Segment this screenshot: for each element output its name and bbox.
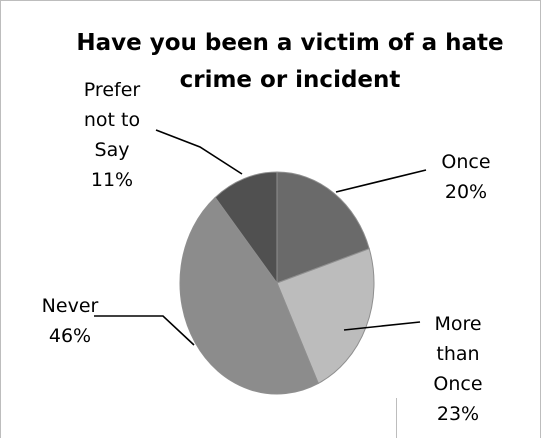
label-percent: 20% — [445, 181, 487, 203]
chart-title-line-2: crime or incident — [180, 67, 401, 93]
leader-line — [335, 169, 427, 193]
label-text-line: Never — [42, 295, 99, 317]
frame-divider — [396, 398, 397, 438]
chart-title-line-1: Have you been a victim of a hate — [76, 30, 503, 56]
label-text-line: Once — [433, 373, 482, 395]
label-percent: 11% — [91, 169, 133, 191]
data-labels: Once 20% More than Once 23% Never 46% Prefer not … — [42, 79, 491, 425]
label-text-line: Say — [95, 139, 130, 161]
slice-never — [179, 196, 319, 395]
leader-line — [94, 315, 195, 346]
label-percent: 46% — [49, 325, 91, 347]
leader-line — [155, 129, 243, 175]
label-text-line: not to — [84, 109, 140, 131]
label-text-line: More — [434, 313, 481, 335]
label-text-line: Once — [441, 151, 490, 173]
label-percent: 23% — [437, 403, 479, 425]
label-once: Once 20% — [441, 151, 490, 203]
slice-prefer-not-to-say — [214, 171, 278, 285]
label-prefer-not-to-say: Prefer not to Say 11% — [84, 79, 141, 191]
label-text-line: Prefer — [84, 79, 141, 101]
leader-line — [343, 321, 421, 331]
label-text-line: than — [436, 343, 479, 365]
leader-lines — [94, 129, 427, 346]
label-never: Never 46% — [42, 295, 99, 347]
label-more-than-once: More than Once 23% — [433, 313, 482, 425]
slice-once — [276, 171, 370, 284]
pie-slices — [179, 171, 375, 395]
